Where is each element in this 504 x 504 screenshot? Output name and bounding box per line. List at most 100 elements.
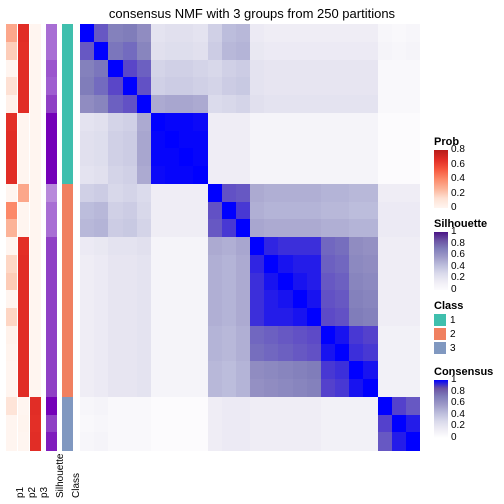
heatmap-cell: [108, 255, 123, 273]
heatmap-cell: [406, 379, 421, 397]
heatmap-cell: [406, 24, 421, 42]
heatmap-cell: [293, 113, 308, 131]
track-cell: [18, 42, 29, 60]
heatmap-cell: [307, 237, 322, 255]
heatmap-cell: [123, 113, 138, 131]
heatmap-cell: [222, 344, 237, 362]
heatmap-cell: [108, 95, 123, 113]
heatmap-cell: [94, 344, 109, 362]
heatmap-cell: [165, 344, 180, 362]
heatmap-cell: [222, 166, 237, 184]
heatmap-cell: [236, 24, 251, 42]
heatmap-cell: [406, 237, 421, 255]
heatmap-cell: [165, 184, 180, 202]
heatmap-row: [80, 113, 420, 131]
heatmap-cell: [137, 290, 152, 308]
heatmap-cell: [264, 60, 279, 78]
heatmap-cell: [236, 148, 251, 166]
track-cell: [18, 432, 29, 450]
heatmap-cell: [123, 184, 138, 202]
heatmap-cell: [363, 77, 378, 95]
heatmap-cell: [165, 219, 180, 237]
heatmap-cell: [307, 290, 322, 308]
heatmap-cell: [123, 60, 138, 78]
heatmap-cell: [94, 131, 109, 149]
track-cell: [62, 361, 73, 379]
heatmap-cell: [363, 95, 378, 113]
track-cell: [30, 344, 41, 362]
track-cell: [18, 113, 29, 131]
heatmap-cell: [222, 148, 237, 166]
heatmap-cell: [392, 237, 407, 255]
heatmap-cell: [307, 42, 322, 60]
track-cell: [62, 148, 73, 166]
heatmap-row: [80, 237, 420, 255]
heatmap-row: [80, 77, 420, 95]
heatmap-cell: [165, 237, 180, 255]
heatmap-cell: [293, 290, 308, 308]
heatmap-cell: [123, 148, 138, 166]
track-cell: [30, 379, 41, 397]
legend-item-label: 1: [450, 315, 456, 326]
legend-gradient: [434, 150, 448, 208]
heatmap-cell: [250, 255, 265, 273]
heatmap-cell: [137, 148, 152, 166]
heatmap-cell: [193, 166, 208, 184]
heatmap-cell: [179, 255, 194, 273]
track-cell: [30, 397, 41, 415]
heatmap-cell: [335, 290, 350, 308]
track-p2: [18, 24, 29, 450]
track-cell: [46, 42, 57, 60]
heatmap-cell: [378, 219, 393, 237]
legend-tick-label: 0.6: [451, 159, 465, 170]
heatmap-cell: [321, 432, 336, 450]
heatmap-cell: [278, 77, 293, 95]
heatmap-cell: [250, 219, 265, 237]
heatmap-cell: [179, 95, 194, 113]
heatmap-cell: [193, 184, 208, 202]
heatmap-cell: [123, 219, 138, 237]
heatmap-cell: [293, 219, 308, 237]
heatmap-cell: [406, 432, 421, 450]
heatmap-cell: [278, 237, 293, 255]
track-cell: [46, 77, 57, 95]
heatmap-cell: [321, 290, 336, 308]
heatmap-cell: [165, 24, 180, 42]
heatmap-cell: [293, 202, 308, 220]
heatmap-cell: [363, 42, 378, 60]
heatmap-cell: [307, 166, 322, 184]
heatmap-cell: [236, 379, 251, 397]
heatmap-cell: [80, 219, 95, 237]
heatmap-cell: [392, 113, 407, 131]
heatmap-cell: [363, 166, 378, 184]
heatmap-cell: [165, 397, 180, 415]
track-cell: [30, 24, 41, 42]
track-cell: [46, 273, 57, 291]
heatmap-cell: [151, 113, 166, 131]
heatmap-cell: [80, 432, 95, 450]
heatmap-cell: [94, 308, 109, 326]
heatmap-cell: [236, 184, 251, 202]
heatmap-cell: [94, 397, 109, 415]
heatmap-cell: [392, 308, 407, 326]
heatmap-cell: [94, 273, 109, 291]
track-cell: [62, 432, 73, 450]
heatmap-cell: [321, 344, 336, 362]
track-cell: [6, 24, 17, 42]
track-cell: [18, 131, 29, 149]
track-cell: [46, 95, 57, 113]
heatmap-cell: [179, 77, 194, 95]
track-cell: [30, 361, 41, 379]
heatmap-cell: [137, 77, 152, 95]
heatmap-cell: [151, 131, 166, 149]
heatmap-cell: [293, 60, 308, 78]
track-cell: [30, 290, 41, 308]
heatmap-cell: [392, 397, 407, 415]
track-cell: [30, 184, 41, 202]
heatmap-cell: [108, 432, 123, 450]
heatmap-cell: [208, 432, 223, 450]
heatmap-cell: [335, 60, 350, 78]
heatmap-cell: [293, 415, 308, 433]
heatmap-cell: [278, 131, 293, 149]
heatmap-cell: [392, 326, 407, 344]
